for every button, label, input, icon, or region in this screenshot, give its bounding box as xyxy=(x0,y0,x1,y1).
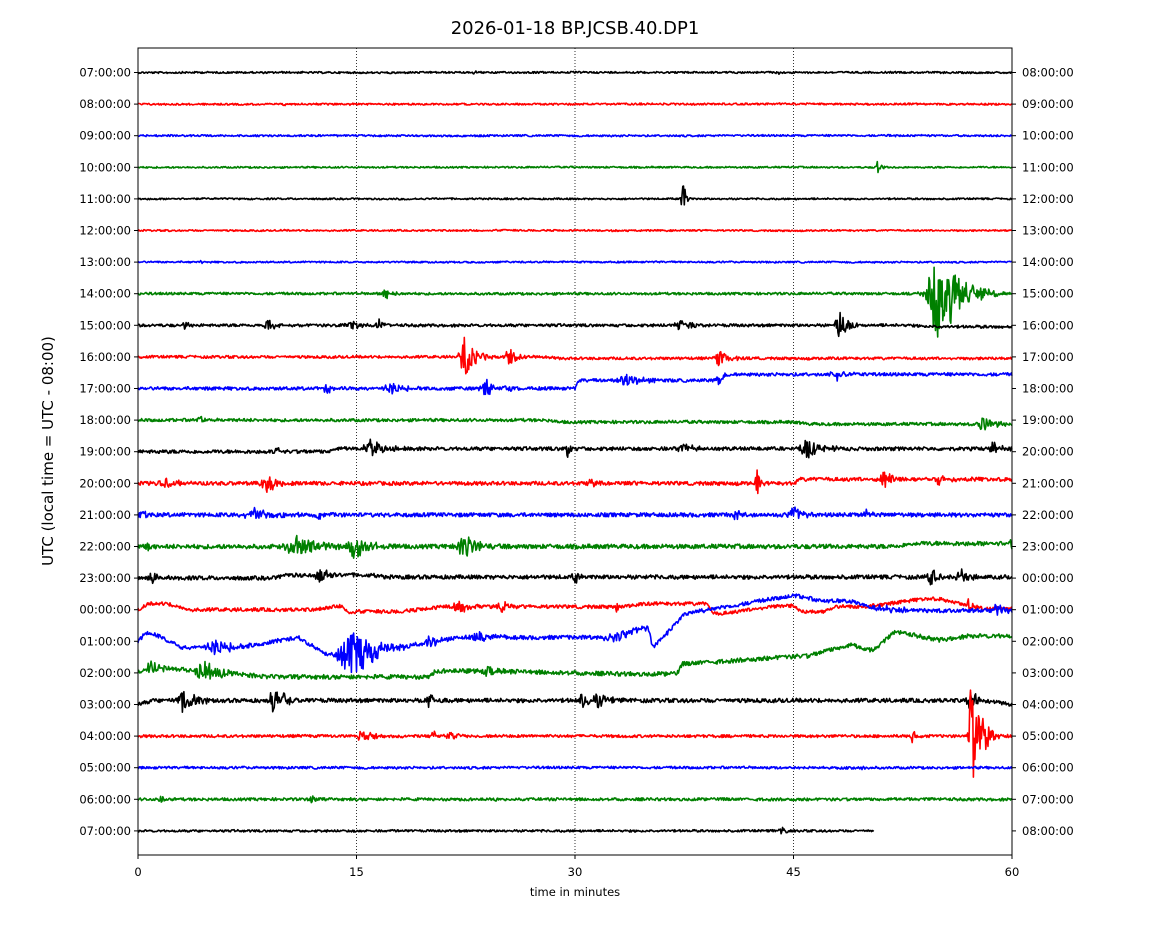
trace-line xyxy=(137,826,875,835)
y-tick-label-right: 16:00:00 xyxy=(1022,318,1074,332)
trace-group xyxy=(137,70,1013,835)
y-tick-label-left: 04:00:00 xyxy=(79,729,131,743)
y-tick-label-right: 14:00:00 xyxy=(1022,255,1074,269)
y-tick-label-left: 06:00:00 xyxy=(79,792,131,806)
y-tick-label-left: 12:00:00 xyxy=(79,224,131,238)
trace-line xyxy=(137,266,1013,338)
trace-line xyxy=(137,259,1013,265)
y-ticks: 07:00:00 08:00:00 08:00:00 09:00:00 09:00:00… xyxy=(79,66,1073,838)
trace-line xyxy=(137,534,1013,559)
y-tick-label-left: 13:00:00 xyxy=(79,255,131,269)
x-tick-label: 45 xyxy=(786,865,801,879)
y-tick-label-right: 02:00:00 xyxy=(1022,634,1074,648)
trace-line xyxy=(137,596,1013,616)
y-tick-label-left: 02:00:00 xyxy=(79,666,131,680)
trace-line xyxy=(137,568,1013,586)
y-tick-label-right: 00:00:00 xyxy=(1022,571,1074,585)
y-tick-label-right: 05:00:00 xyxy=(1022,729,1074,743)
x-tick-label: 0 xyxy=(134,865,141,879)
y-tick-label-right: 17:00:00 xyxy=(1022,350,1074,364)
y-tick-label-right: 13:00:00 xyxy=(1022,224,1074,238)
y-tick-label-left: 21:00:00 xyxy=(79,508,131,522)
y-tick-label-right: 12:00:00 xyxy=(1022,192,1074,206)
y-tick-label-right: 08:00:00 xyxy=(1022,66,1074,80)
y-tick-label-right: 08:00:00 xyxy=(1022,824,1074,838)
y-tick-label-left: 22:00:00 xyxy=(79,540,131,554)
trace-line xyxy=(137,593,1013,674)
trace-line xyxy=(137,506,1013,521)
y-tick-label-right: 11:00:00 xyxy=(1022,160,1074,174)
y-tick-label-right: 18:00:00 xyxy=(1022,382,1074,396)
y-tick-label-left: 01:00:00 xyxy=(79,634,131,648)
y-tick-label-right: 22:00:00 xyxy=(1022,508,1074,522)
y-tick-label-right: 06:00:00 xyxy=(1022,761,1074,775)
grid-lines xyxy=(356,48,794,855)
trace-line xyxy=(137,415,1013,431)
y-tick-label-right: 03:00:00 xyxy=(1022,666,1074,680)
trace-line xyxy=(137,765,1013,771)
y-tick-label-left: 08:00:00 xyxy=(79,97,131,111)
y-tick-label-right: 04:00:00 xyxy=(1022,698,1074,712)
trace-line xyxy=(137,228,1013,233)
x-tick-label: 30 xyxy=(568,865,583,879)
x-ticks: 0 15 30 45 60 xyxy=(134,855,1019,879)
y-tick-label-left: 17:00:00 xyxy=(79,382,131,396)
trace-line xyxy=(137,469,1013,495)
trace-line xyxy=(137,370,1013,396)
trace-line xyxy=(137,311,1013,338)
trace-line xyxy=(137,690,1013,714)
trace-line xyxy=(137,133,1013,138)
y-tick-label-left: 07:00:00 xyxy=(79,824,131,838)
y-tick-label-right: 19:00:00 xyxy=(1022,413,1074,427)
trace-line xyxy=(137,336,1013,375)
chart-title: 2026-01-18 BP.JCSB.40.DP1 xyxy=(451,18,700,39)
y-axis-label: UTC (local time = UTC - 08:00) xyxy=(39,336,57,566)
y-tick-label-left: 14:00:00 xyxy=(79,287,131,301)
y-tick-label-right: 21:00:00 xyxy=(1022,476,1074,490)
y-tick-label-left: 10:00:00 xyxy=(79,160,131,174)
trace-line xyxy=(137,689,1013,778)
x-tick-label: 15 xyxy=(349,865,364,879)
x-tick-label: 60 xyxy=(1005,865,1020,879)
y-tick-label-right: 20:00:00 xyxy=(1022,445,1074,459)
y-tick-label-left: 11:00:00 xyxy=(79,192,131,206)
y-tick-label-left: 09:00:00 xyxy=(79,129,131,143)
y-tick-label-left: 00:00:00 xyxy=(79,603,131,617)
trace-line xyxy=(137,185,1013,206)
trace-line xyxy=(137,795,1013,804)
y-tick-label-right: 01:00:00 xyxy=(1022,603,1074,617)
y-tick-label-right: 23:00:00 xyxy=(1022,540,1074,554)
trace-line xyxy=(137,438,1013,459)
y-tick-label-left: 16:00:00 xyxy=(79,350,131,364)
trace-line xyxy=(137,160,1013,174)
y-tick-label-left: 07:00:00 xyxy=(79,66,131,80)
y-tick-label-left: 18:00:00 xyxy=(79,413,131,427)
trace-line xyxy=(137,629,1013,680)
y-tick-label-left: 15:00:00 xyxy=(79,318,131,332)
y-tick-label-right: 09:00:00 xyxy=(1022,97,1074,111)
y-tick-label-left: 20:00:00 xyxy=(79,476,131,490)
y-tick-label-left: 05:00:00 xyxy=(79,761,131,775)
trace-line xyxy=(137,70,1013,75)
y-tick-label-left: 03:00:00 xyxy=(79,698,131,712)
y-tick-label-right: 15:00:00 xyxy=(1022,287,1074,301)
y-tick-label-left: 19:00:00 xyxy=(79,445,131,459)
x-axis-label: time in minutes xyxy=(530,885,620,899)
y-tick-label-left: 23:00:00 xyxy=(79,571,131,585)
y-tick-label-right: 10:00:00 xyxy=(1022,129,1074,143)
y-tick-label-right: 07:00:00 xyxy=(1022,792,1074,806)
trace-line xyxy=(137,102,1013,107)
